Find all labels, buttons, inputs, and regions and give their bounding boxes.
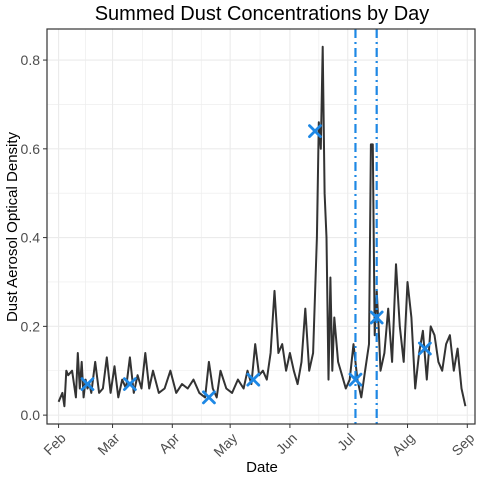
x-tick-label: Feb (40, 430, 69, 459)
plot-panel (46, 28, 476, 425)
y-tick-label: 0.6 (21, 141, 41, 157)
panel-background (47, 29, 475, 424)
y-axis-title: Dust Aerosol Optical Density (4, 131, 21, 322)
event-marker (123, 377, 137, 391)
event-marker (80, 377, 95, 391)
y-tick-label: 0.4 (21, 230, 41, 246)
chart-title: Summed Dust Concentrations by Day (95, 3, 430, 25)
dust-series-line (57, 45, 467, 408)
x-tick-label: Jun (273, 430, 300, 457)
y-tick-label: 0.2 (21, 318, 41, 334)
x-tick-label: Jul (334, 430, 358, 454)
event-marker (369, 310, 384, 325)
event-marker (308, 124, 322, 138)
x-tick-label: Sep (448, 430, 477, 459)
x-tick-label: May (210, 430, 240, 460)
y-tick-label: 0.0 (21, 407, 41, 423)
event-marker (348, 372, 363, 387)
y-tick-label: 0.8 (21, 52, 41, 68)
x-axis-title: Date (246, 459, 278, 476)
x-tick-label: Aug (389, 430, 418, 459)
event-marker (202, 390, 216, 405)
event-marker (417, 341, 432, 356)
panel-border (46, 28, 476, 425)
x-tick-label: Mar (94, 430, 123, 459)
x-tick-label: Apr (156, 430, 183, 457)
event-marker (246, 372, 261, 387)
